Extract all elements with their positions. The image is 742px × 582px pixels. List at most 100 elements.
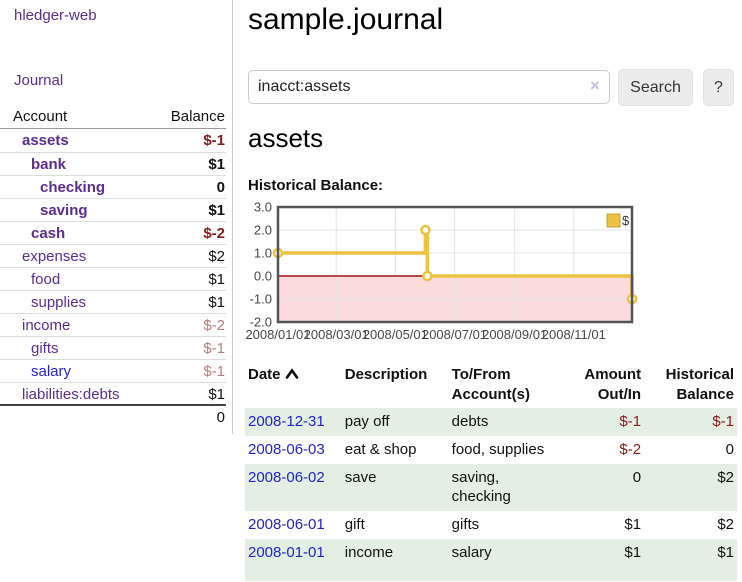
chart-data-point (420, 224, 431, 236)
sidebar-item-journal[interactable]: Journal (14, 72, 64, 89)
legend-swatch (606, 213, 621, 228)
account-balance: $1 (208, 293, 225, 311)
transaction-description: eat & shop (344, 441, 417, 458)
transaction-date-link[interactable]: 2008-01-01 (248, 544, 325, 561)
transaction-accounts: saving, checking (451, 469, 511, 505)
account-balance: $-1 (203, 339, 225, 357)
account-row: salary $-1 (0, 359, 226, 382)
account-row: checking 0 (0, 175, 226, 198)
account-balance: $2 (208, 247, 225, 265)
accounts-total: 0 (0, 404, 226, 428)
clear-search-icon[interactable]: × (590, 76, 600, 95)
account-row: supplies $1 (0, 290, 226, 313)
table-row: 2008-06-02 save saving, checking 0 $2 (245, 464, 737, 511)
x-axis-tick-label: 2008/01/01 (245, 327, 310, 342)
transaction-date-link[interactable]: 2008-06-02 (248, 469, 325, 486)
sidebar-account-link[interactable]: checking (40, 178, 106, 196)
table-row: 2008-06-01 gift gifts $1 $2 (245, 511, 737, 539)
accounts-table: Account Balance assets $-1 bank $1 checking 0… (0, 105, 226, 428)
transaction-balance: $2 (717, 469, 734, 486)
sidebar-account-link[interactable]: salary (31, 362, 72, 380)
transaction-description: pay off (344, 413, 390, 430)
sidebar-account-link[interactable]: saving (40, 201, 88, 219)
sidebar-account-link[interactable]: assets (22, 132, 69, 149)
legend-label: $ (622, 213, 630, 228)
accounts-table-header: Account Balance (0, 105, 226, 129)
sidebar: hledger-web Journal Account Balance asse… (0, 0, 233, 434)
transaction-amount: $1 (624, 516, 642, 533)
register-column-header[interactable]: Date (245, 362, 342, 408)
account-balance: $-2 (203, 224, 225, 242)
account-row: gifts $-1 (0, 336, 226, 359)
x-axis-tick-label: 2008/03/01 (304, 327, 369, 342)
main-content: sample.journal × Search ? assets Histori… (245, 0, 742, 582)
sidebar-account-link[interactable]: liabilities:debts (22, 385, 120, 403)
account-row: bank $1 (0, 152, 226, 175)
sidebar-account-link[interactable]: expenses (22, 247, 87, 265)
register-column-header: Historical Balance (665, 366, 734, 403)
register-table: Date Description To/From Account(s) Amount Ou… (245, 362, 737, 581)
transaction-description: save (344, 469, 377, 486)
account-column-header: Account (13, 108, 68, 125)
y-axis-tick-label: 2.0 (254, 223, 272, 238)
sidebar-account-link[interactable]: supplies (31, 293, 87, 311)
historical-balance-chart: $3.0 2.0 1.0 0.0 -1.0 -2.02008/01/012008/03/0… (245, 200, 638, 342)
register-column-header: To/From Account(s) (451, 366, 530, 403)
transaction-description: income (344, 544, 394, 561)
transaction-date-link[interactable]: 2008-06-01 (248, 516, 325, 533)
balance-column-header: Balance (170, 108, 225, 125)
account-row: food $1 (0, 267, 226, 290)
table-row: 2008-12-31 pay off debts $-1 $-1 (245, 408, 737, 436)
account-heading: assets (248, 123, 324, 153)
x-axis-tick-label: 2008/07/01 (422, 327, 487, 342)
account-row: liabilities:debts $1 (0, 382, 226, 405)
table-row: 2008-06-03 eat & shop food, supplies $-2 0 (245, 436, 737, 464)
account-balance: $1 (208, 270, 225, 288)
chart-border (276, 205, 634, 324)
transaction-balance: $-1 (712, 413, 734, 430)
y-axis-tick-label: 1.0 (254, 246, 272, 261)
transaction-accounts: gifts (451, 516, 480, 533)
account-balance: $1 (208, 385, 225, 403)
app-brand-link[interactable]: hledger-web (14, 7, 97, 24)
page-title: sample.journal (248, 3, 444, 36)
sidebar-account-link[interactable]: bank (31, 155, 67, 173)
register-column-header: Description (344, 366, 428, 383)
account-balance: $1 (208, 201, 225, 219)
search-button[interactable]: Search (618, 69, 693, 106)
y-axis-tick-label: 3.0 (254, 200, 272, 215)
accounts-rows: assets $-1 bank $1 checking 0 saving $1 cash $-2 e… (0, 129, 226, 405)
sidebar-account-link[interactable]: cash (31, 224, 66, 242)
transaction-amount: $-2 (619, 441, 642, 458)
account-row: income $-2 (0, 313, 226, 336)
account-row: expenses $2 (0, 244, 226, 267)
register-column-header: Amount Out/In (584, 366, 642, 403)
transaction-accounts: salary (451, 544, 492, 561)
x-axis-tick-label: 2008/09/01 (482, 327, 547, 342)
register-header: Date Description To/From Account(s) Amount Ou… (245, 362, 737, 408)
table-row: 2008-01-01 income salary $1 $1 (245, 539, 737, 567)
sidebar-account-link[interactable]: income (22, 316, 71, 334)
transaction-description: gift (344, 516, 365, 533)
table-footer-strip (245, 567, 737, 581)
search-input[interactable] (248, 70, 610, 104)
sidebar-account-link[interactable]: food (31, 270, 61, 288)
chevron-up-icon (285, 368, 298, 379)
transaction-balance: $1 (717, 544, 734, 561)
chart-data-point (422, 270, 433, 282)
y-axis-tick-label: -1.0 (250, 292, 272, 307)
y-axis-tick-label: 0.0 (254, 269, 272, 284)
transaction-amount: 0 (632, 469, 642, 486)
transaction-date-link[interactable]: 2008-06-03 (248, 441, 325, 458)
transaction-amount: $1 (624, 544, 642, 561)
x-axis-tick-label: 2008/11/01 (542, 327, 606, 342)
help-button[interactable]: ? (703, 69, 734, 106)
sidebar-account-link[interactable]: gifts (31, 339, 59, 357)
account-row: saving $1 (0, 198, 226, 221)
account-balance: $-1 (203, 132, 225, 149)
account-balance: $1 (208, 155, 225, 173)
account-row: cash $-2 (0, 221, 226, 244)
account-balance: $-2 (203, 316, 225, 334)
transaction-date-link[interactable]: 2008-12-31 (248, 413, 325, 430)
account-balance: 0 (216, 178, 225, 196)
